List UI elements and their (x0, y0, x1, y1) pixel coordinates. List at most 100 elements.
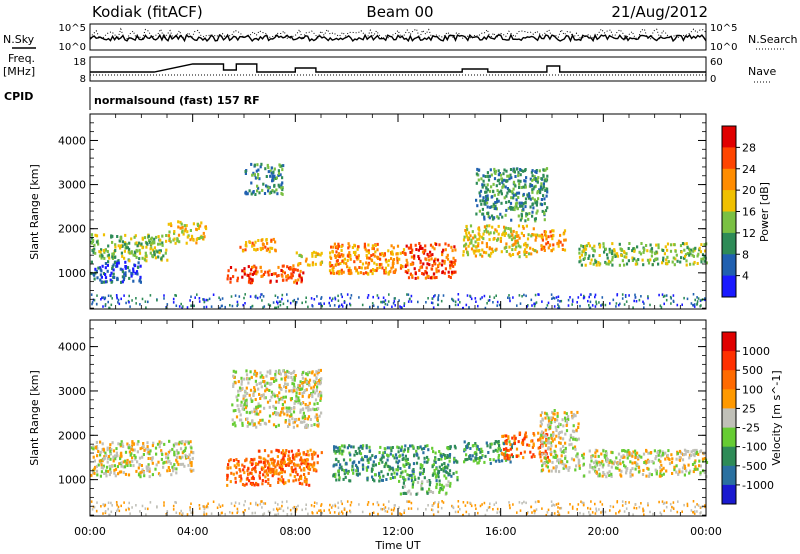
data-cell (672, 501, 675, 504)
data-cell (446, 257, 450, 261)
data-cell (319, 382, 322, 386)
data-cell (287, 425, 290, 428)
data-cell (592, 254, 595, 258)
data-cell (416, 453, 419, 457)
data-cell (434, 457, 437, 461)
data-cell (267, 166, 270, 169)
data-cell (399, 467, 402, 470)
data-cell (252, 390, 255, 394)
data-cell (537, 431, 540, 435)
data-cell (514, 436, 517, 440)
data-cell (317, 392, 320, 396)
data-cell (107, 469, 110, 473)
data-cell (484, 190, 487, 194)
data-cell (683, 242, 686, 246)
data-cell (376, 257, 380, 260)
data-cell (253, 163, 256, 167)
data-cell (418, 446, 421, 450)
data-cell (590, 455, 593, 459)
data-cell (507, 435, 510, 439)
data-cell (107, 244, 110, 248)
data-cell (583, 294, 585, 298)
data-cell (492, 202, 495, 206)
data-cell (565, 412, 568, 416)
data-cell (554, 425, 557, 429)
data-cell (294, 279, 297, 283)
data-cell (421, 480, 424, 484)
colorbar-swatch (722, 168, 736, 191)
data-cell (303, 458, 306, 462)
data-cell (288, 414, 292, 418)
data-cell (496, 449, 499, 453)
data-cell (233, 464, 236, 468)
data-cell (580, 500, 582, 503)
data-cell (431, 473, 434, 477)
data-cell (136, 244, 139, 248)
data-cell (490, 185, 493, 189)
data-cell (567, 304, 570, 307)
data-cell (517, 454, 520, 458)
data-cell (249, 502, 252, 505)
data-cell (111, 504, 113, 507)
data-cell (531, 190, 534, 194)
data-cell (668, 458, 671, 462)
data-cell (297, 417, 301, 421)
data-cell (629, 460, 632, 464)
freq-unit: [MHz] (3, 65, 35, 78)
data-cell (132, 269, 135, 273)
data-cell (241, 423, 244, 427)
data-cell (418, 268, 421, 272)
data-cell (341, 449, 344, 453)
data-cell (628, 294, 630, 297)
data-cell (245, 457, 248, 461)
data-cell (251, 241, 254, 245)
data-cell (695, 448, 698, 452)
data-cell (666, 261, 669, 265)
data-cell (545, 513, 548, 517)
data-cell (419, 246, 422, 249)
data-cell (563, 238, 566, 242)
data-cell (532, 177, 536, 181)
data-cell (664, 457, 667, 461)
data-cell (212, 500, 215, 503)
data-cell (631, 256, 634, 260)
data-cell (400, 471, 403, 475)
data-cell (530, 439, 533, 443)
data-cell (555, 434, 558, 438)
data-cell (399, 266, 403, 270)
data-cell (696, 262, 699, 265)
data-cell (699, 299, 702, 302)
data-cell (696, 503, 698, 506)
data-cell (503, 225, 506, 229)
data-cell (479, 456, 482, 460)
data-cell (588, 449, 591, 453)
data-cell (298, 254, 301, 257)
data-cell (560, 454, 563, 458)
data-cell (515, 193, 518, 197)
data-cell (280, 465, 283, 469)
data-cell (333, 445, 336, 449)
data-cell (690, 509, 693, 512)
data-cell (390, 257, 393, 261)
data-cell (545, 167, 549, 171)
data-cell (157, 235, 160, 239)
data-cell (390, 446, 393, 450)
colorbar-tick-label: 20 (742, 184, 756, 197)
data-cell (144, 447, 147, 451)
data-cell (415, 248, 418, 251)
data-cell (450, 260, 453, 264)
data-cell (166, 510, 169, 513)
data-cell (567, 468, 570, 472)
freq-series (90, 63, 706, 73)
data-cell (642, 507, 644, 511)
data-cell (393, 270, 396, 274)
data-cell (361, 446, 364, 450)
data-cell (412, 468, 415, 471)
data-cell (387, 271, 390, 275)
data-cell (417, 476, 420, 480)
data-cell (104, 280, 107, 284)
data-cell (93, 471, 96, 475)
data-cell (316, 511, 318, 515)
data-cell (278, 398, 281, 402)
data-cell (283, 385, 286, 389)
